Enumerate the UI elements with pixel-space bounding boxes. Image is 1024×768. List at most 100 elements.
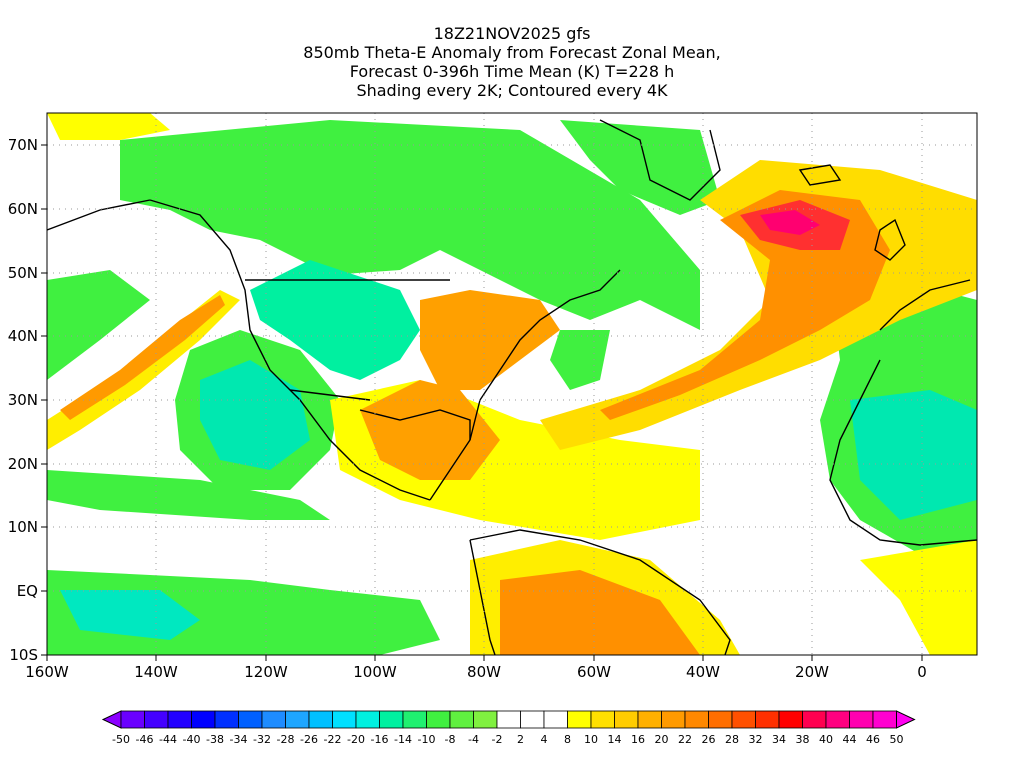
anomaly-eastpacific-teal	[200, 360, 310, 470]
lon-label-0: 0	[917, 663, 927, 681]
colorbar-swatch	[191, 710, 216, 729]
anomaly-tropics-green	[47, 470, 330, 520]
colorbar-tick-label: -38	[206, 733, 224, 746]
anomaly-africa-yellow	[860, 540, 977, 655]
colorbar-tick-label: 10	[584, 733, 598, 746]
colorbar-swatch	[661, 710, 686, 729]
colorbar-tick-label: -44	[159, 733, 177, 746]
lat-label-10n: 10N	[7, 518, 38, 536]
colorbar-swatch	[402, 710, 427, 729]
colorbar-swatch	[825, 710, 850, 729]
lon-label-20w: 20W	[795, 663, 829, 681]
lat-label-20n: 20N	[7, 455, 38, 473]
anomaly-north-america-green	[120, 120, 700, 330]
colorbar-tick-label: -4	[468, 733, 479, 746]
coastlines	[47, 119, 977, 655]
anomaly-southpacific-teal	[60, 590, 200, 640]
colorbar-swatch	[144, 710, 169, 729]
lon-label-160w: 160W	[25, 663, 69, 681]
lat-label-50n: 50N	[7, 264, 38, 282]
coast-uk	[874, 218, 906, 261]
title-line-1: 18Z21NOV2025 gfs	[433, 24, 591, 43]
coast-south-america	[469, 529, 731, 655]
anomaly-southamerica-orange	[500, 570, 700, 655]
title-line-4: Shading every 2K; Contoured every 4K	[356, 81, 668, 100]
lat-label-60n: 60N	[7, 200, 38, 218]
lon-label-120w: 120W	[244, 663, 288, 681]
colorbar-tick-label: 50	[889, 733, 904, 746]
colorbar-tick-label: -28	[276, 733, 295, 746]
colorbar-swatch	[590, 710, 615, 729]
colorbar-tick-label: 22	[678, 733, 692, 746]
anomaly-gulf-orange	[360, 380, 500, 480]
anomaly-plains-teal	[250, 260, 420, 380]
coast-alaska	[47, 199, 151, 231]
anomaly-africa-teal	[850, 390, 977, 520]
colorbar-tick-label: 20	[654, 733, 669, 746]
colorbar-tick-label: -2	[491, 733, 503, 746]
title-line-3: Forecast 0-396h Time Mean (K) T=228 h	[349, 62, 675, 81]
anomaly-northwest-yellow	[47, 113, 170, 140]
colorbar-tick-label: 8	[564, 733, 571, 746]
colorbar-swatch	[872, 710, 897, 729]
colorbar-swatch	[214, 710, 239, 729]
colorbar-tick-label: 34	[772, 733, 786, 746]
colorbar-swatch	[755, 710, 780, 729]
coast-iceland	[798, 164, 842, 186]
colorbar-tick-label: 38	[795, 733, 810, 746]
colorbar-tick-label: -22	[323, 733, 342, 746]
title-line-2: 850mb Theta-E Anomaly from Forecast Zona…	[303, 43, 721, 62]
coast-greenland	[599, 119, 721, 201]
colorbar-swatch	[567, 710, 592, 729]
colorbar-swatch	[355, 710, 380, 729]
colorbar-swatch	[778, 710, 803, 729]
colorbar-tick-label: -50	[112, 733, 130, 746]
colorbar-tick-label: 40	[819, 733, 833, 746]
colorbar-swatch	[684, 710, 709, 729]
lon-label-60w: 60W	[577, 663, 611, 681]
colorbar-tick-label: 26	[701, 733, 716, 746]
lon-label-40w: 40W	[686, 663, 720, 681]
colorbar	[101, 710, 916, 729]
colorbar-tick-label: -16	[370, 733, 389, 746]
colorbar-swatch	[332, 710, 357, 729]
coast-europe	[879, 279, 971, 331]
anomaly-greenland-green	[560, 120, 720, 215]
coast-gulf	[359, 409, 471, 440]
colorbar-swatch	[614, 710, 639, 729]
coast-africa	[829, 359, 977, 546]
lon-label-140w: 140W	[134, 663, 178, 681]
colorbar-swatch	[637, 710, 662, 729]
map-title: 18Z21NOV2025 gfs 850mb Theta-E Anomaly f…	[0, 24, 1024, 100]
colorbar-swatch	[849, 710, 874, 729]
colorbar-tick-label: 28	[725, 733, 739, 746]
colorbar-swatch	[473, 710, 498, 729]
graticule	[47, 113, 977, 655]
colorbar-tick-label: -14	[394, 733, 412, 746]
axis-ticks	[41, 144, 923, 661]
lon-label-80w: 80W	[467, 663, 501, 681]
colorbar-swatch	[120, 710, 145, 729]
colorbar-swatch	[167, 710, 192, 729]
lat-label-40n: 40N	[7, 327, 38, 345]
colorbar-swatch	[379, 710, 404, 729]
colorbar-tick-label: -46	[135, 733, 154, 746]
anomaly-pacific-plume-orange	[60, 295, 225, 420]
colorbar-tick-label: 4	[540, 733, 548, 746]
colorbar-swatch	[238, 710, 263, 729]
colorbar-tick-label: -40	[182, 733, 201, 746]
colorbar-swatch	[496, 710, 521, 729]
lat-label-10s: 10S	[9, 646, 38, 664]
anomaly-atlantic-green-patch	[550, 330, 610, 390]
colorbar-swatch	[308, 710, 333, 729]
colorbar-tick-label: 14	[607, 733, 622, 746]
lat-label-70n: 70N	[7, 136, 38, 154]
colorbar-swatch	[543, 710, 568, 729]
plot-frame	[46, 112, 978, 656]
colorbar-right-arrow	[896, 710, 916, 729]
lat-label-eq: EQ	[16, 582, 38, 600]
anomaly-southeast-us-orange	[420, 290, 560, 390]
colorbar-swatch	[802, 710, 827, 729]
colorbar-tick-label: -8	[444, 733, 456, 746]
